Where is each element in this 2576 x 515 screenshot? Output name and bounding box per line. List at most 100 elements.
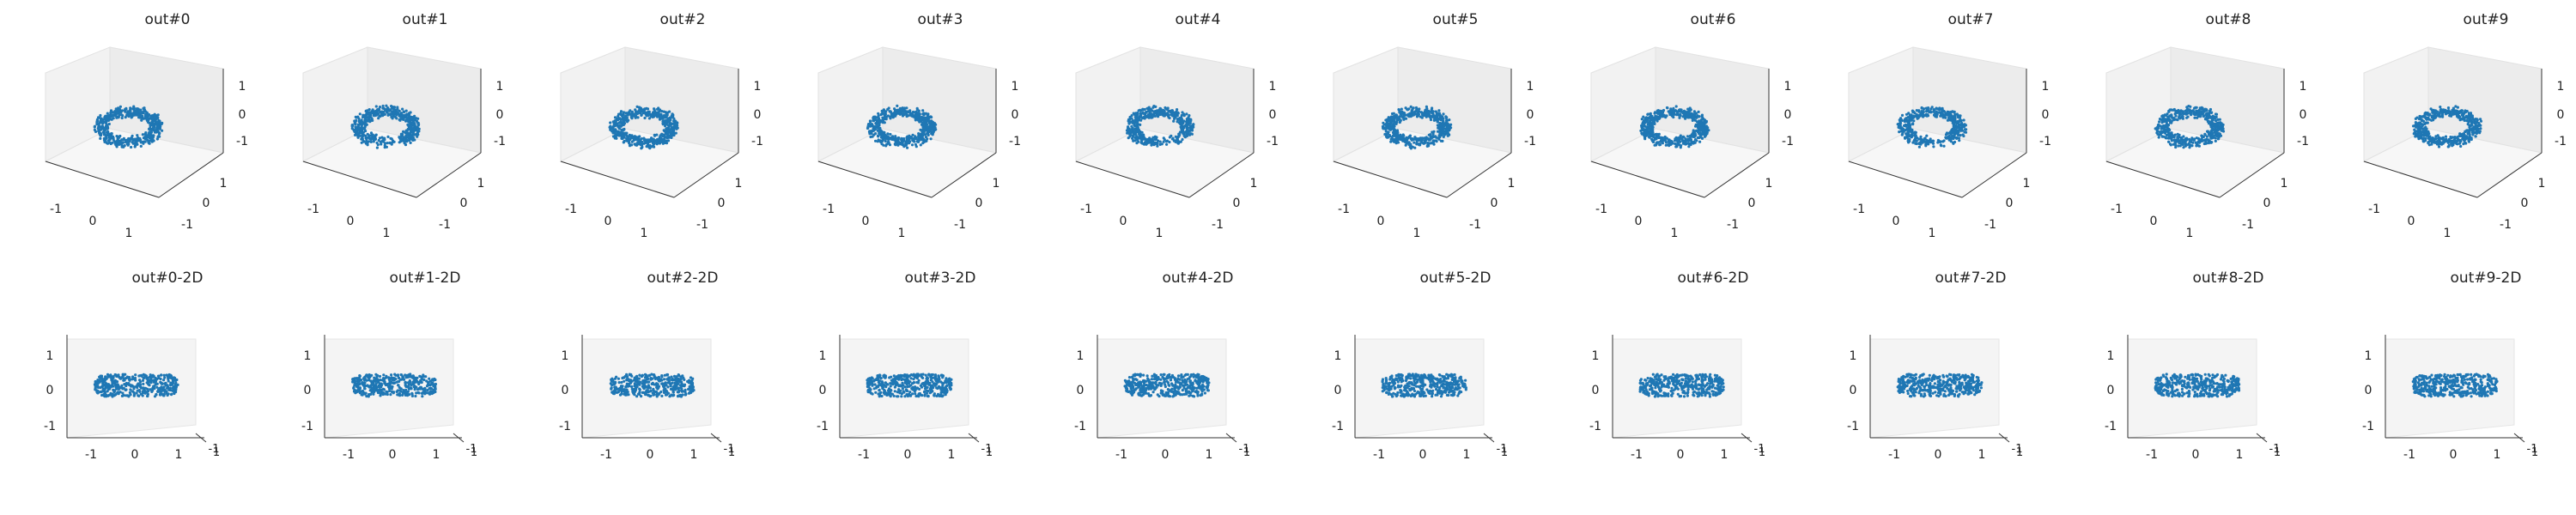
scatter-point: [901, 142, 904, 146]
scatter-point: [617, 121, 621, 124]
scatter-point: [149, 116, 153, 119]
scatter-point: [399, 134, 404, 137]
scatter-point: [2201, 139, 2204, 142]
scatter-point: [109, 109, 113, 112]
scatter-point: [1694, 123, 1698, 126]
scatter-point: [1188, 133, 1191, 136]
scatter-point: [135, 108, 138, 112]
scatter-point: [1931, 139, 1935, 142]
scatter-point: [2474, 135, 2477, 138]
panel-3d-title: out#9: [2464, 11, 2509, 28]
scatter-point: [1956, 115, 1959, 119]
x-tick-label: -1: [2111, 203, 2123, 216]
scatter-point: [107, 139, 111, 142]
z-tick-label: -1: [1267, 135, 1279, 148]
scatter-point: [2215, 123, 2219, 126]
scatter-point: [131, 139, 135, 142]
scatter-point: [1957, 130, 1960, 134]
scatter-point: [417, 127, 421, 130]
scatter-point: [377, 117, 380, 120]
scatter-point: [1179, 122, 1182, 126]
scatter-point: [1704, 129, 1708, 132]
scatter-point: [1675, 139, 1679, 142]
scatter-point: [869, 135, 872, 139]
scatter-point: [1922, 110, 1925, 113]
scatter-point: [144, 113, 148, 117]
scatter-point: [662, 110, 665, 113]
z-tick-label: 0: [239, 108, 246, 122]
scatter-point: [895, 112, 898, 116]
scatter-point: [2210, 122, 2214, 125]
scatter-point: [923, 112, 927, 116]
z-tick-label: -1: [494, 135, 506, 148]
scatter-point: [2446, 106, 2451, 110]
scatter-point: [161, 129, 164, 132]
scatter-point: [1662, 111, 1665, 114]
scatter-point: [1646, 132, 1649, 136]
scatter-point: [378, 107, 381, 112]
scatter-point: [2216, 128, 2220, 131]
scatter-point: [1140, 130, 1144, 134]
z-tick-label: 1: [1269, 80, 1277, 94]
y-tick-label: 0: [1491, 197, 1498, 210]
scatter-point: [1128, 133, 1132, 136]
scatter-point: [2191, 141, 2195, 144]
scatter-point: [868, 119, 872, 123]
scatter-point: [1162, 140, 1165, 143]
scatter-point: [1438, 117, 1442, 120]
scatter-point: [1915, 142, 1918, 146]
scatter-point: [640, 142, 643, 146]
scatter-point: [152, 122, 155, 125]
x-tick-label: 1: [125, 227, 133, 240]
scatter-point: [1682, 136, 1686, 139]
scatter-point: [609, 121, 612, 124]
z-tick-label: -1: [1782, 135, 1794, 148]
y-tick-label: 1: [2281, 177, 2288, 191]
scatter-point: [1177, 135, 1181, 138]
y-tick-label: 1: [735, 177, 743, 191]
scatter-point: [636, 112, 640, 115]
scatter-point: [1154, 142, 1157, 146]
scatter-point: [1665, 136, 1668, 140]
scatter-point: [142, 142, 145, 145]
scatter-point: [2179, 109, 2183, 112]
scatter-point: [2218, 122, 2221, 125]
scatter-point: [2205, 142, 2208, 145]
scatter-point: [1395, 129, 1400, 132]
scatter-point: [1905, 134, 1909, 137]
scatter-point: [1396, 141, 1400, 144]
scatter-point: [1925, 134, 1929, 137]
scatter-point: [663, 136, 666, 139]
scatter-point: [1145, 138, 1150, 142]
z-tick-label: 1: [754, 80, 762, 94]
scatter-point: [354, 115, 357, 118]
scatter-point: [117, 140, 120, 143]
scatter-point: [1389, 137, 1393, 141]
scatter-point: [396, 106, 399, 109]
scatter-point: [1700, 136, 1704, 140]
scatter-point: [1678, 136, 1681, 139]
y-tick-label: 0: [460, 197, 468, 210]
scatter-point: [404, 143, 408, 147]
scatter-point: [1658, 109, 1662, 112]
scatter-point: [121, 145, 125, 148]
scatter-point: [632, 138, 635, 142]
scatter-point: [1420, 141, 1424, 144]
scatter-point: [1151, 142, 1155, 145]
scatter-point: [1946, 136, 1949, 139]
scatter-point: [1697, 110, 1700, 113]
scatter-point: [914, 116, 917, 119]
scatter-point: [1140, 142, 1145, 145]
scatter-point: [1445, 130, 1449, 134]
scatter-point: [154, 118, 157, 123]
scatter-point: [1900, 113, 1905, 117]
scatter-point: [888, 143, 892, 147]
scatter-point: [630, 134, 634, 137]
scatter-point: [917, 112, 920, 115]
scatter-point: [1947, 131, 1950, 135]
x-tick-label: -1: [1080, 203, 1092, 216]
scatter-point: [924, 136, 928, 139]
scatter-point: [374, 113, 378, 117]
y-tick-label: 1: [1765, 177, 1773, 191]
